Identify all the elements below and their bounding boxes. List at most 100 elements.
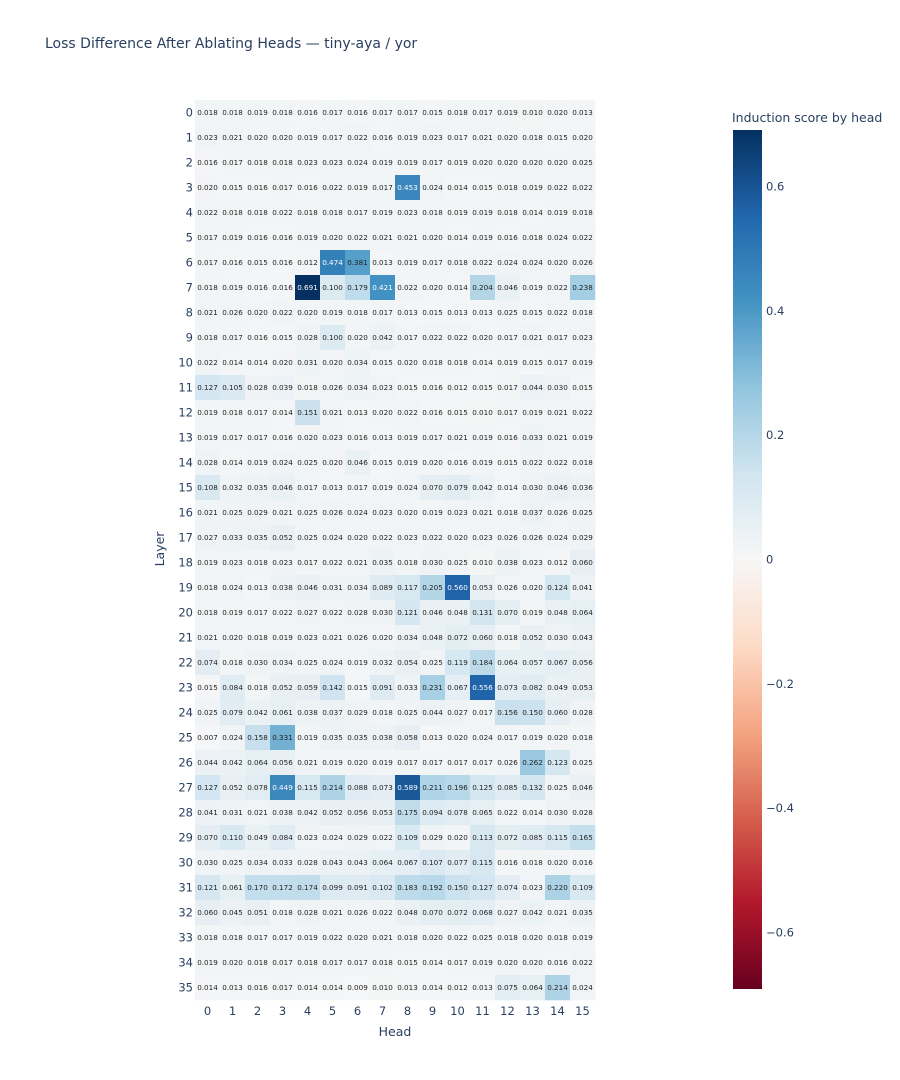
heatmap-cell[interactable] bbox=[445, 650, 471, 676]
heatmap-cell[interactable] bbox=[295, 300, 321, 326]
heatmap-cell[interactable] bbox=[245, 925, 271, 951]
heatmap-cell[interactable] bbox=[370, 750, 396, 776]
heatmap-cell[interactable] bbox=[270, 800, 296, 826]
heatmap-cell[interactable] bbox=[420, 250, 446, 276]
heatmap-cell[interactable] bbox=[320, 750, 346, 776]
heatmap-cell[interactable] bbox=[295, 925, 321, 951]
heatmap-cell[interactable] bbox=[420, 525, 446, 551]
heatmap-cell[interactable] bbox=[495, 375, 521, 401]
heatmap-cell[interactable] bbox=[495, 275, 521, 301]
heatmap-cell[interactable] bbox=[220, 925, 246, 951]
heatmap-cell[interactable] bbox=[445, 200, 471, 226]
heatmap-cell[interactable] bbox=[320, 500, 346, 526]
heatmap-cell[interactable] bbox=[445, 325, 471, 351]
heatmap-cell[interactable] bbox=[220, 125, 246, 151]
heatmap-cell[interactable] bbox=[220, 275, 246, 301]
heatmap-cell[interactable] bbox=[470, 625, 496, 651]
heatmap-cell[interactable] bbox=[470, 975, 496, 1001]
heatmap-cell[interactable] bbox=[445, 150, 471, 176]
heatmap-cell[interactable] bbox=[570, 925, 596, 951]
heatmap-cell[interactable] bbox=[320, 100, 346, 126]
heatmap-cell[interactable] bbox=[195, 725, 221, 751]
heatmap-cell[interactable] bbox=[520, 750, 546, 776]
heatmap-cell[interactable] bbox=[420, 850, 446, 876]
heatmap-cell[interactable] bbox=[570, 400, 596, 426]
heatmap-cell[interactable] bbox=[395, 600, 421, 626]
heatmap-cell[interactable] bbox=[370, 425, 396, 451]
heatmap-cell[interactable] bbox=[345, 225, 371, 251]
heatmap-cell[interactable] bbox=[495, 850, 521, 876]
heatmap-cell[interactable] bbox=[220, 725, 246, 751]
heatmap-cell[interactable] bbox=[570, 225, 596, 251]
heatmap-cell[interactable] bbox=[245, 600, 271, 626]
heatmap-cell[interactable] bbox=[520, 400, 546, 426]
heatmap-cell[interactable] bbox=[295, 700, 321, 726]
heatmap-cell[interactable] bbox=[345, 525, 371, 551]
heatmap-cell[interactable] bbox=[545, 700, 571, 726]
heatmap-cell[interactable] bbox=[245, 750, 271, 776]
heatmap-cell[interactable] bbox=[220, 775, 246, 801]
heatmap-cell[interactable] bbox=[320, 725, 346, 751]
heatmap-cell[interactable] bbox=[270, 275, 296, 301]
heatmap-cell[interactable] bbox=[395, 700, 421, 726]
heatmap-cell[interactable] bbox=[445, 275, 471, 301]
heatmap-cell[interactable] bbox=[370, 825, 396, 851]
heatmap-cell[interactable] bbox=[345, 650, 371, 676]
heatmap-cell[interactable] bbox=[195, 550, 221, 576]
heatmap-cell[interactable] bbox=[195, 875, 221, 901]
heatmap-cell[interactable] bbox=[445, 675, 471, 701]
heatmap-cell[interactable] bbox=[195, 975, 221, 1001]
heatmap-cell[interactable] bbox=[545, 875, 571, 901]
heatmap-cell[interactable] bbox=[470, 200, 496, 226]
heatmap-cell[interactable] bbox=[395, 875, 421, 901]
heatmap-cell[interactable] bbox=[370, 525, 396, 551]
heatmap-cell[interactable] bbox=[420, 650, 446, 676]
heatmap-cell[interactable] bbox=[195, 425, 221, 451]
heatmap-cell[interactable] bbox=[370, 250, 396, 276]
heatmap-cell[interactable] bbox=[245, 875, 271, 901]
heatmap-cell[interactable] bbox=[295, 450, 321, 476]
heatmap-cell[interactable] bbox=[570, 700, 596, 726]
heatmap-cell[interactable] bbox=[420, 550, 446, 576]
heatmap-cell[interactable] bbox=[345, 325, 371, 351]
heatmap-cell[interactable] bbox=[470, 750, 496, 776]
heatmap-cell[interactable] bbox=[570, 800, 596, 826]
heatmap-cell[interactable] bbox=[295, 500, 321, 526]
heatmap-cell[interactable] bbox=[270, 425, 296, 451]
heatmap-cell[interactable] bbox=[345, 675, 371, 701]
heatmap-cell[interactable] bbox=[345, 800, 371, 826]
heatmap-cell[interactable] bbox=[295, 875, 321, 901]
heatmap-cell[interactable] bbox=[470, 550, 496, 576]
heatmap-cell[interactable] bbox=[545, 525, 571, 551]
heatmap-cell[interactable] bbox=[195, 750, 221, 776]
heatmap-cell[interactable] bbox=[370, 550, 396, 576]
heatmap-cell[interactable] bbox=[545, 750, 571, 776]
heatmap-cell[interactable] bbox=[445, 625, 471, 651]
heatmap-cell[interactable] bbox=[295, 825, 321, 851]
heatmap-cell[interactable] bbox=[195, 500, 221, 526]
heatmap-cell[interactable] bbox=[420, 825, 446, 851]
heatmap-cell[interactable] bbox=[470, 175, 496, 201]
heatmap-cell[interactable] bbox=[220, 900, 246, 926]
heatmap-cell[interactable] bbox=[270, 600, 296, 626]
heatmap-cell[interactable] bbox=[395, 350, 421, 376]
heatmap-cell[interactable] bbox=[345, 425, 371, 451]
heatmap-cell[interactable] bbox=[420, 500, 446, 526]
heatmap-cell[interactable] bbox=[195, 250, 221, 276]
heatmap-cell[interactable] bbox=[345, 575, 371, 601]
heatmap-cell[interactable] bbox=[470, 150, 496, 176]
heatmap-cell[interactable] bbox=[520, 550, 546, 576]
heatmap-cell[interactable] bbox=[570, 875, 596, 901]
heatmap-cell[interactable] bbox=[295, 675, 321, 701]
heatmap-cell[interactable] bbox=[570, 525, 596, 551]
heatmap-cell[interactable] bbox=[220, 650, 246, 676]
heatmap-cell[interactable] bbox=[220, 200, 246, 226]
heatmap-cell[interactable] bbox=[445, 250, 471, 276]
heatmap-cell[interactable] bbox=[195, 400, 221, 426]
heatmap-cell[interactable] bbox=[445, 950, 471, 976]
heatmap-cell[interactable] bbox=[520, 650, 546, 676]
heatmap-cell[interactable] bbox=[520, 975, 546, 1001]
heatmap-cell[interactable] bbox=[545, 650, 571, 676]
heatmap-cell[interactable] bbox=[245, 250, 271, 276]
heatmap-cell[interactable] bbox=[320, 150, 346, 176]
